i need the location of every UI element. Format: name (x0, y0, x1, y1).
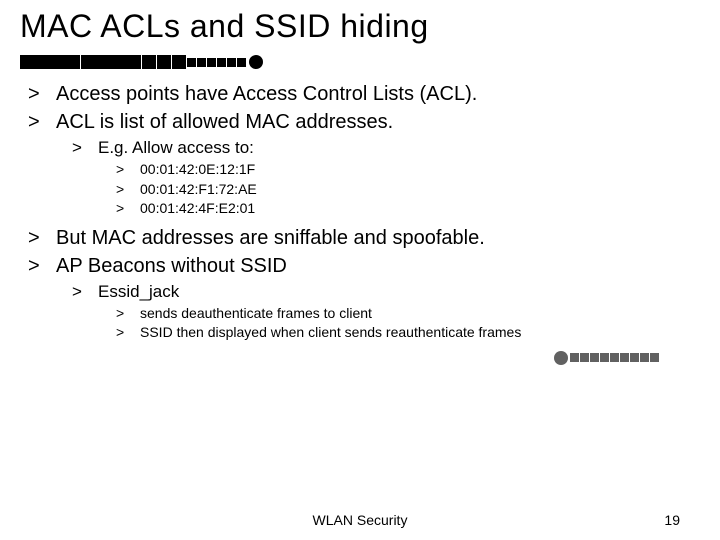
bullet-text: AP Beacons without SSID (56, 253, 287, 279)
bullet-text: E.g. Allow access to: (98, 137, 254, 160)
bullet-l3: > SSID then displayed when client sends … (116, 323, 692, 343)
bullet-l1: > AP Beacons without SSID (28, 253, 692, 279)
bullet-l3: > 00:01:42:F1:72:AE (116, 180, 692, 200)
bullet-l2: > E.g. Allow access to: (72, 137, 692, 160)
page-number: 19 (664, 512, 680, 528)
bullet-l3: > 00:01:42:4F:E2:01 (116, 199, 692, 219)
bullet-text: ACL is list of allowed MAC addresses. (56, 109, 393, 135)
bullet-text: 00:01:42:0E:12:1F (140, 160, 255, 180)
slide-title: MAC ACLs and SSID hiding (0, 0, 720, 49)
bullet-text: Access points have Access Control Lists … (56, 81, 477, 107)
bullet-text: SSID then displayed when client sends re… (140, 323, 521, 343)
title-decor-top (0, 53, 720, 71)
chevron-right-icon: > (28, 225, 48, 251)
chevron-right-icon: > (116, 180, 132, 200)
bullet-l2: > Essid_jack (72, 281, 692, 304)
bullet-text: 00:01:42:F1:72:AE (140, 180, 257, 200)
bullet-text: Essid_jack (98, 281, 179, 304)
chevron-right-icon: > (28, 109, 48, 135)
footer-center: WLAN Security (313, 512, 408, 528)
chevron-right-icon: > (72, 281, 90, 304)
bullet-text: sends deauthenticate frames to client (140, 304, 372, 324)
bullet-l3: > 00:01:42:0E:12:1F (116, 160, 692, 180)
chevron-right-icon: > (116, 304, 132, 324)
slide-content: > Access points have Access Control List… (0, 81, 720, 343)
slide: MAC ACLs and SSID hiding > Access points… (0, 0, 720, 540)
bullet-l1: > Access points have Access Control List… (28, 81, 692, 107)
bullet-text: But MAC addresses are sniffable and spoo… (56, 225, 485, 251)
chevron-right-icon: > (28, 81, 48, 107)
chevron-right-icon: > (116, 160, 132, 180)
slide-footer: WLAN Security 19 (0, 512, 720, 528)
bullet-text: 00:01:42:4F:E2:01 (140, 199, 255, 219)
chevron-right-icon: > (116, 199, 132, 219)
chevron-right-icon: > (72, 137, 90, 160)
bullet-l1: > ACL is list of allowed MAC addresses. (28, 109, 692, 135)
title-decor-bottom (0, 349, 720, 367)
bullet-l1: > But MAC addresses are sniffable and sp… (28, 225, 692, 251)
chevron-right-icon: > (116, 323, 132, 343)
chevron-right-icon: > (28, 253, 48, 279)
bullet-l3: > sends deauthenticate frames to client (116, 304, 692, 324)
